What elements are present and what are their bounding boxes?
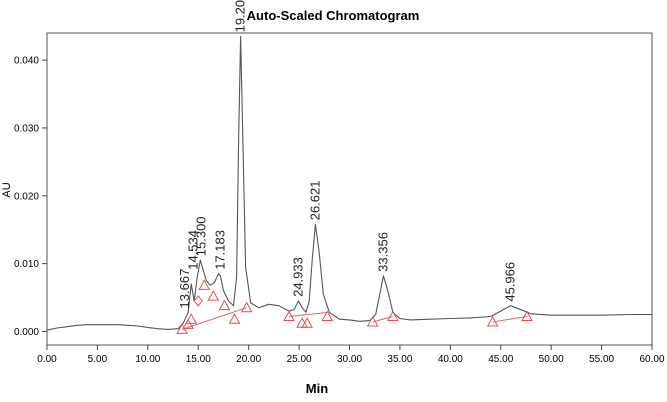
x-tick-label: 20.00 [236,354,261,365]
peak-triangle-marker [185,313,198,324]
peak-triangle-marker [321,310,334,322]
x-tick-label: 25.00 [287,354,312,365]
chart-title: Auto-Scaled Chromatogram [247,8,420,23]
peak-label: 24.933 [290,257,305,297]
peak-triangle-marker [207,290,220,301]
x-tick-label: 50.00 [539,354,564,365]
x-tick-label: 35.00 [387,354,412,365]
peak-triangle-marker [366,315,379,327]
peak-label: 13.667 [177,269,192,309]
x-tick-label: 45.00 [488,354,513,365]
y-tick-label: 0.020 [14,191,39,202]
peak-triangle-marker [283,310,295,322]
integration-baseline [492,316,528,323]
peak-label: 14.534 [186,230,201,270]
plot-area: 0.00 5.00 10.00 15.00 20.00 25.00 30.00 35.00 40… [14,0,665,365]
x-tick-label: 30.00 [337,354,362,365]
x-tick-label: 40.00 [438,354,463,365]
peak-triangle-marker [486,315,499,327]
peak-triangle-marker [198,279,211,290]
peak-label: 26.621 [307,181,322,221]
x-tick-label: 60.00 [639,354,664,365]
integration-baseline [181,307,247,330]
plot-frame [46,32,653,346]
peak-triangle-marker [228,313,241,324]
peak-triangle-marker [182,318,195,330]
x-tick-label: 10.00 [135,354,160,365]
peak-triangle-marker [301,317,313,328]
chromatogram-trace [46,35,652,331]
peak-label: 15.300 [193,216,208,256]
peak-triangle-marker [296,317,308,328]
peak-label: 33.356 [375,232,390,272]
y-tick-label: 0.000 [14,327,39,338]
integration-baseline [288,311,328,318]
peak-label: 17.183 [212,230,227,270]
y-axis-label: AU [1,182,13,197]
y-tick-label: 0.030 [14,123,39,134]
peak-triangle-marker [521,310,533,322]
peak-triangle-marker [240,301,253,313]
peak-label: 45.966 [502,262,517,302]
peak-triangle-marker [387,310,399,322]
peak-label: 19.202 [233,0,248,32]
x-tick-label: 0.00 [37,354,57,365]
x-tick-label: 55.00 [589,354,614,365]
x-tick-label: 5.00 [88,354,108,365]
peak-diamond-marker [193,295,203,307]
y-tick-label: 0.040 [14,56,39,67]
x-axis-label: Min [306,381,328,396]
y-tick-label: 0.010 [14,259,39,270]
peak-triangle-marker [218,299,231,311]
x-tick-label: 15.00 [186,354,211,365]
